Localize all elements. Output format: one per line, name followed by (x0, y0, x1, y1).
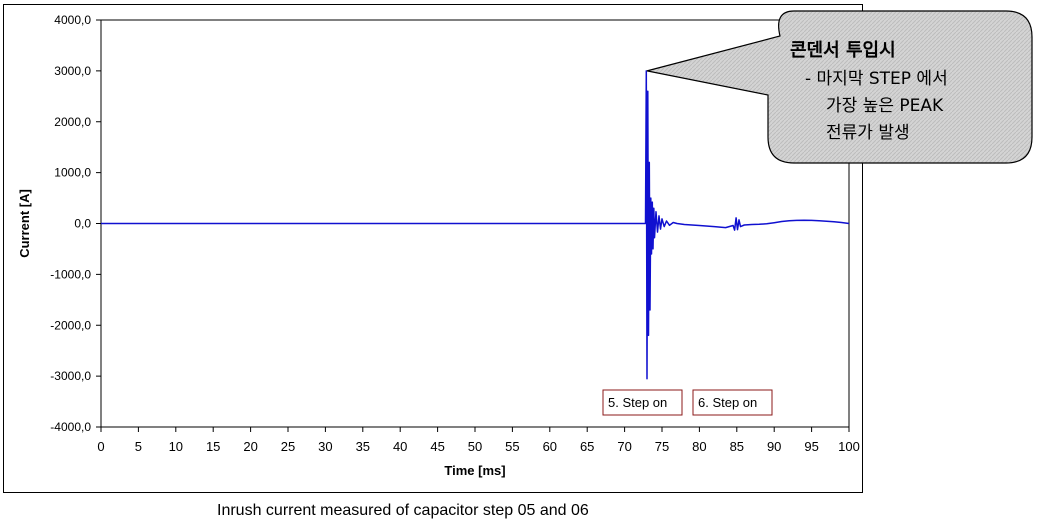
callout-title: 콘덴서 투입시 (790, 40, 896, 61)
series-layer (101, 70, 850, 380)
x-tick-label: 60 (543, 439, 557, 454)
x-tick-label: 75 (655, 439, 669, 454)
callout-shape (646, 10, 1033, 164)
x-tick-label: 10 (169, 439, 183, 454)
y-tick-label: 1000,0 (54, 166, 91, 180)
callout-line-2: 가장 높은 PEAK (826, 96, 944, 116)
x-axis-label: Time [ms] (444, 463, 505, 478)
y-tick-label: 4000,0 (54, 13, 91, 27)
y-tick-label: -4000,0 (50, 420, 91, 434)
step-annotation-label: 6. Step on (698, 395, 757, 410)
x-tick-label: 80 (692, 439, 706, 454)
x-tick-label: 40 (393, 439, 407, 454)
chart-frame (3, 4, 863, 493)
y-axis-label: Current [A] (17, 189, 32, 258)
callout-bubble (646, 10, 1033, 164)
y-tick-label: -1000,0 (50, 267, 91, 281)
callout-line-3: 전류가 발생 (826, 123, 910, 143)
step-annotation-box (692, 389, 773, 416)
x-tick-label: 35 (356, 439, 370, 454)
y-tick-label: 2000,0 (54, 115, 91, 129)
tick-layer: 0 5 10 15 20 25 30 35 40 45 50 55 60 65 70 75 80 85 90 95 10… (50, 13, 860, 454)
x-tick-label: 50 (468, 439, 482, 454)
x-tick-label: 20 (243, 439, 257, 454)
x-tick-label: 25 (281, 439, 295, 454)
y-tick-label: -2000,0 (50, 318, 91, 332)
annotation-layer: 5. Step on 6. Step on (602, 389, 773, 416)
x-tick-label: 55 (505, 439, 519, 454)
step-annotation-label: 5. Step on (608, 395, 667, 410)
y-tick-label: 3000,0 (54, 64, 91, 78)
step-annotation-box (602, 389, 683, 416)
x-tick-label: 85 (730, 439, 744, 454)
x-tick-label: 100 (838, 439, 860, 454)
x-tick-label: 95 (804, 439, 818, 454)
x-tick-label: 70 (617, 439, 631, 454)
x-tick-label: 15 (206, 439, 220, 454)
x-tick-label: 30 (318, 439, 332, 454)
callout-line-1: - 마지막 STEP 에서 (805, 69, 948, 89)
y-tick-label: -3000,0 (50, 369, 91, 383)
x-tick-label: 0 (97, 439, 104, 454)
current-series-line (101, 70, 850, 380)
y-tick-label: 0,0 (74, 217, 91, 231)
x-tick-label: 90 (767, 439, 781, 454)
x-tick-label: 45 (430, 439, 444, 454)
x-tick-label: 5 (135, 439, 142, 454)
x-tick-label: 65 (580, 439, 594, 454)
figure-caption: Inrush current measured of capacitor ste… (217, 502, 589, 519)
